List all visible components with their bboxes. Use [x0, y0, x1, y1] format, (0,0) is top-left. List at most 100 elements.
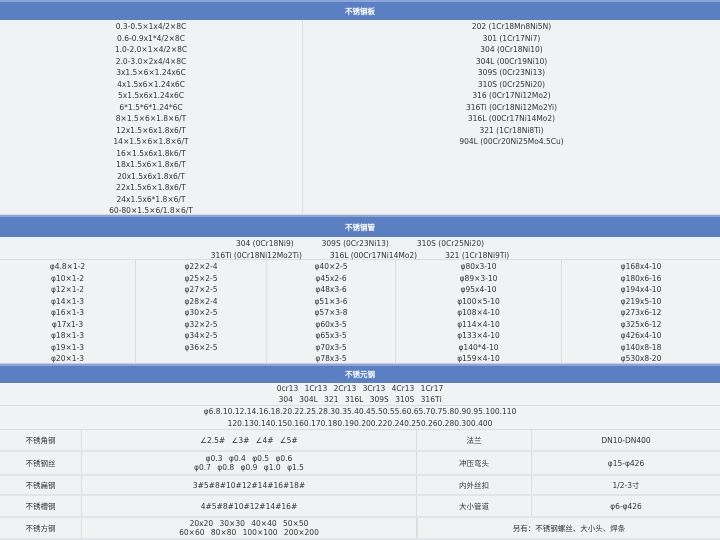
tube-size: φ65x3-5 — [315, 331, 347, 340]
tube-size: φ22×2-4 — [184, 262, 218, 271]
tube-size: φ32×2-5 — [184, 319, 218, 329]
plate-grade: 321 (1Cr18Ni8Ti) — [479, 125, 544, 135]
tube-size: φ70x3-5 — [315, 342, 347, 352]
product-spec-text: DN10-DN400 — [601, 435, 651, 445]
plate-size: 18x1.5x6×1.8x6/T — [116, 160, 186, 169]
product-name-2: 冲压弯头 — [417, 452, 532, 474]
product-name: 不锈方钢 — [0, 518, 82, 538]
tube-grade: 304 (0Cr18Ni9) — [235, 239, 294, 248]
table-row: 不锈方钢 20x20 30×30 40×40 50×50 60×60 80×80 1… — [0, 518, 720, 540]
product-name-text: 内外丝扣 — [459, 480, 489, 490]
tube-grade: 316Ti (0Cr18Ni12Mo2Ti) — [210, 250, 302, 260]
product-spec: 20x20 30×30 40×40 50×50 60×60 80×80 100×1… — [82, 518, 417, 538]
product-spec-line: φ0.7 φ0.8 φ0.9 φ1.0 φ1.5 — [194, 463, 304, 472]
product-name: 不锈扁钢 — [0, 476, 82, 494]
tube-size: φ60x3-5 — [315, 319, 347, 329]
tube-grade: 309S (0Cr23Ni13) — [321, 239, 389, 248]
table-row: 不锈槽钢 4#5#8#10#12#14#16# 大小管道 φ6-φ426 — [0, 496, 720, 518]
product-name-text: 不锈钢丝 — [25, 458, 56, 468]
product-name-text: 法兰 — [466, 435, 482, 445]
plate-size: 0.6-0.9x1*4/2×8C — [117, 33, 185, 43]
plate-size: 60-80×1.5×6/1.8×6/T — [109, 206, 193, 215]
tube-header: 不锈钢管 — [0, 215, 720, 237]
bar-grades: 0cr13 1Cr13 2Cr13 3Cr13 4Cr13 1Cr17 304 … — [0, 383, 720, 406]
plate-grades: 202 (1Cr18Mn8Ni5N) 301 (1Cr17Ni7) 304 (0Cr… — [303, 20, 720, 214]
product-spec-text: φ15-φ426 — [607, 458, 645, 468]
tube-size: φ100×5-10 — [457, 296, 500, 306]
plate-size: 4x1.5x6×1.24x6C — [117, 79, 185, 89]
product-spec-line: 3#5#8#10#12#14#16#18# — [192, 480, 306, 490]
plate-header: 不锈钢板 — [0, 0, 720, 20]
tube-size: φ180x6-16 — [620, 273, 662, 283]
bar-header: 不锈元钢 — [0, 364, 720, 383]
plate-size: 2.0-3.0×2x4/4×8C — [115, 56, 187, 66]
tube-size: φ45x2-6 — [315, 273, 347, 283]
product-spec-line: 20x20 30×30 40×40 50×50 — [189, 519, 309, 528]
tube-size: φ95x4-10 — [460, 285, 497, 294]
product-spec-2: φ6-φ426 — [532, 496, 720, 516]
tube-size: φ12×1-2 — [50, 285, 85, 294]
bar-grades-line: 0cr13 1Cr13 2Cr13 3Cr13 4Cr13 1Cr17 — [276, 383, 444, 393]
bar-diameter-line: 120.130.140.150.160.170.180.190.200.220.… — [227, 418, 493, 428]
tube-grades: 304 (0Cr18Ni9) 309S (0Cr23Ni13) 310S (0Cr2… — [0, 237, 720, 260]
tube-size: φ16×1-3 — [50, 308, 85, 317]
tube-grade: 321 (1Cr18Ni9Ti) — [445, 250, 510, 260]
tube-size: φ25×2-5 — [184, 273, 218, 283]
product-spec: 3#5#8#10#12#14#16#18# — [82, 476, 417, 494]
tube-size: φ51×3-6 — [314, 296, 348, 306]
plate-size: 14×1.5×6×1.8×6/T — [113, 137, 189, 146]
product-name-text: 不锈槽钢 — [25, 501, 56, 511]
product-name-2: 法兰 — [417, 430, 532, 450]
tube-sizes-grid: φ4.8×1-2 φ10×1-2 φ12×1-2 φ14×1-3 φ16×1-3 φ17x… — [0, 260, 720, 364]
tube-size: φ40×2-5 — [314, 262, 348, 271]
plate-size: 12x1.5×6x1.8x6/T — [116, 125, 186, 135]
products-table: 不锈角钢 ∠2.5# ∠3# ∠4# ∠5# 法兰 DN10-DN400 不锈钢丝 φ0.… — [0, 430, 720, 540]
product-name-text: 不锈角钢 — [25, 435, 56, 445]
tube-size: φ36×2-5 — [184, 342, 218, 352]
product-name: 不锈角钢 — [0, 430, 82, 450]
tube-size: φ20×1-3 — [50, 354, 85, 363]
product-spec-line: ∠2.5# ∠3# ∠4# ∠5# — [200, 435, 298, 445]
table-row: 不锈角钢 ∠2.5# ∠3# ∠4# ∠5# 法兰 DN10-DN400 — [0, 430, 720, 452]
tube-size: φ19×1-3 — [50, 342, 85, 352]
product-name-text: 不锈方钢 — [25, 523, 56, 533]
tube-size: φ219x5-10 — [620, 296, 662, 306]
product-name-2: 内外丝扣 — [417, 476, 532, 494]
product-spec-text: φ6-φ426 — [610, 501, 642, 511]
tube-size: φ426x4-10 — [620, 331, 662, 340]
product-name-text: 大小管道 — [459, 501, 489, 511]
plate-grade: 202 (1Cr18Mn8Ni5N) — [471, 22, 552, 31]
tube-size: φ325x6-12 — [620, 319, 662, 329]
plate-size: 1.0-2.0×1×4/2×8C — [114, 45, 188, 54]
product-name: 不锈槽钢 — [0, 496, 82, 516]
note-cell: 另有：不锈钢螺丝、大小头、焊条 — [417, 518, 720, 538]
plate-size: 6*1.5*6*1.24*6C — [119, 102, 183, 112]
tube-size: φ4.8×1-2 — [49, 262, 86, 271]
plate-size: 0.3-0.5×1x4/2×8C — [115, 22, 187, 31]
bar-grades-line: 304 304L 321 316L 309S 310S 316Ti — [278, 395, 442, 404]
tube-size: φ140x8-18 — [620, 342, 662, 352]
tube-size: φ10×1-2 — [50, 273, 85, 283]
bar-diameter-line: φ6.8.10.12.14.16.18.20.22.25.28.30.35.40… — [203, 407, 517, 416]
product-spec-line: 4#5#8#10#12#14#16# — [200, 501, 298, 511]
tube-size-column: φ80x3-10 φ89×3-10 φ95x4-10 φ100×5-10 φ108×4-… — [396, 260, 562, 363]
product-name-text: 不锈扁钢 — [25, 480, 56, 490]
plate-grade: 316Ti (0Cr18Ni12Mo2Yi) — [465, 102, 558, 112]
plate-grade: 316 (0Cr17Ni12Mo2) — [472, 91, 551, 100]
tube-size: φ78x3-5 — [315, 354, 347, 363]
plate-grade: 309S (0Cr23Ni13) — [477, 68, 546, 77]
tube-size: φ133×4-10 — [457, 331, 500, 340]
tube-size-column: φ40×2-5 φ45x2-6 φ48x3-6 φ51×3-6 φ57×3-8 φ60x3… — [267, 260, 396, 363]
table-row: 不锈钢丝 φ0.3 φ0.4 φ0.5 φ0.6 φ0.7 φ0.8 φ0.9 φ1… — [0, 452, 720, 476]
tube-size: φ168x4-10 — [620, 262, 662, 271]
tube-size: φ80x3-10 — [460, 262, 497, 271]
plate-grade: 301 (1Cr17Ni7) — [482, 33, 541, 43]
tube-size-column: φ4.8×1-2 φ10×1-2 φ12×1-2 φ14×1-3 φ16×1-3 φ17x… — [0, 260, 136, 363]
plate-sizes: 0.3-0.5×1x4/2×8C 0.6-0.9x1*4/2×8C 1.0-2.0×… — [0, 20, 303, 215]
tube-size: φ30×2-5 — [184, 308, 218, 317]
product-spec-2: φ15-φ426 — [532, 452, 720, 474]
tube-size: φ27×2-5 — [184, 285, 218, 294]
tube-size: φ34×2-5 — [184, 331, 218, 340]
tube-size: φ28×2-4 — [184, 296, 218, 306]
tube-size: φ114×4-10 — [457, 319, 500, 329]
